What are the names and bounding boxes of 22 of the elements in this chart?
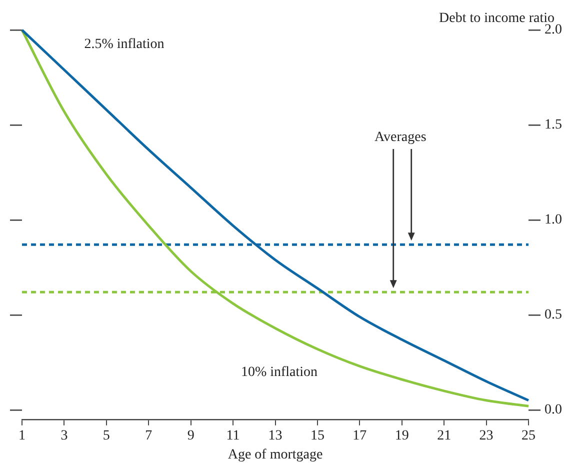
x-tick-label: 9 (187, 428, 194, 444)
x-tick-label: 1 (18, 428, 26, 444)
x-tick-label: 13 (268, 428, 282, 444)
x-tick-label: 3 (60, 428, 68, 444)
x-tick-label: 7 (145, 428, 152, 444)
y-tick-label: 1.5 (544, 118, 562, 133)
y-tick-label: 0.0 (544, 402, 562, 418)
x-tick-label: 15 (310, 428, 324, 444)
y-tick-label: 0.5 (544, 308, 562, 323)
x-tick-label: 19 (394, 428, 409, 444)
x-tick-label: 11 (226, 428, 240, 444)
x-tick-label: 23 (479, 428, 494, 444)
y-tick-label: 2.0 (544, 22, 562, 38)
y-tick-label: 1.0 (544, 212, 562, 228)
x-axis-title: Age of mortgage (228, 447, 323, 462)
x-tick-label: 5 (102, 428, 110, 444)
series-label: 2.5% inflation (84, 36, 164, 52)
x-tick-label: 25 (522, 428, 536, 444)
series-label: 10% inflation (240, 365, 318, 380)
annotation: Averages (374, 130, 426, 145)
x-tick-label: 21 (437, 428, 452, 444)
x-tick-label: 17 (352, 428, 367, 444)
